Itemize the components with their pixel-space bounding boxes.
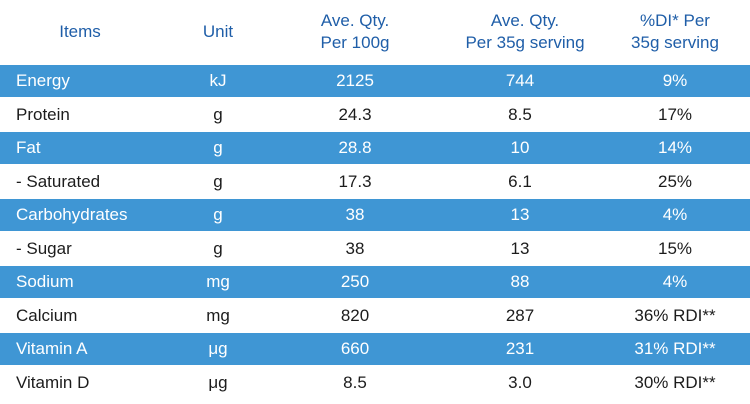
daily-intake-cell: 15% bbox=[657, 238, 693, 258]
per-serving-cell: 231 bbox=[505, 339, 535, 358]
daily-intake-cell: 4% bbox=[662, 205, 688, 224]
unit-cell: g bbox=[213, 171, 223, 191]
per-serving-cell: 8.5 bbox=[508, 104, 532, 124]
daily-intake-cell: 36% RDI** bbox=[634, 305, 716, 325]
item-cell: Sodium bbox=[16, 272, 74, 291]
header-items: Items bbox=[30, 0, 130, 64]
item-cell: Vitamin A bbox=[16, 339, 88, 358]
per-100g-cell: 2125 bbox=[336, 71, 374, 90]
header-per-serving-line2: Per 35g serving bbox=[465, 33, 585, 52]
per-100g-cell: 17.3 bbox=[338, 171, 372, 191]
header-items-label: Items bbox=[59, 22, 101, 41]
item-cell: Calcium bbox=[16, 305, 78, 325]
unit-cell: μg bbox=[208, 339, 228, 358]
daily-intake-cell: 31% RDI** bbox=[634, 339, 716, 358]
item-cell: Protein bbox=[16, 104, 70, 124]
item-cell: - Sugar bbox=[16, 238, 72, 258]
table-row: Sodium mg 250 88 4% bbox=[0, 266, 750, 298]
per-serving-cell: 13 bbox=[510, 205, 530, 224]
header-daily-intake-line1: %DI* Per bbox=[640, 11, 710, 30]
header-daily-intake: %DI* Per 35g serving bbox=[600, 0, 750, 64]
per-100g-cell: 250 bbox=[340, 272, 370, 291]
item-cell: Vitamin D bbox=[16, 372, 90, 392]
unit-cell: mg bbox=[206, 272, 230, 291]
per-100g-cell: 28.8 bbox=[338, 138, 372, 157]
table-row: Vitamin D μg 8.5 3.0 30% RDI** bbox=[0, 367, 750, 399]
daily-intake-cell: 4% bbox=[662, 272, 688, 291]
daily-intake-cell: 25% bbox=[657, 171, 693, 191]
header-per-100g-line2: Per 100g bbox=[320, 33, 390, 52]
unit-cell: g bbox=[213, 138, 223, 157]
table-row: Vitamin A μg 660 231 31% RDI** bbox=[0, 333, 750, 365]
per-100g-cell: 660 bbox=[340, 339, 370, 358]
header-unit: Unit bbox=[168, 0, 268, 64]
per-serving-cell: 13 bbox=[510, 238, 530, 258]
table-row: Calcium mg 820 287 36% RDI** bbox=[0, 300, 750, 332]
per-100g-cell: 38 bbox=[345, 238, 365, 258]
unit-cell: μg bbox=[208, 372, 228, 392]
header-per-100g: Ave. Qty. Per 100g bbox=[290, 0, 420, 64]
table-row: - Saturated g 17.3 6.1 25% bbox=[0, 166, 750, 198]
per-serving-cell: 3.0 bbox=[508, 372, 532, 392]
item-cell: - Saturated bbox=[16, 171, 101, 191]
header-per-serving: Ave. Qty. Per 35g serving bbox=[440, 0, 610, 64]
unit-cell: kJ bbox=[209, 71, 227, 90]
item-cell: Carbohydrates bbox=[16, 205, 128, 224]
unit-cell: mg bbox=[206, 305, 230, 325]
table-row: Energy kJ 2125 744 9% bbox=[0, 65, 750, 97]
item-cell: Energy bbox=[16, 71, 70, 90]
header-unit-label: Unit bbox=[202, 22, 234, 41]
per-serving-cell: 10 bbox=[510, 138, 530, 157]
per-serving-cell: 287 bbox=[505, 305, 535, 325]
per-100g-cell: 820 bbox=[340, 305, 370, 325]
header-daily-intake-line2: 35g serving bbox=[631, 33, 719, 52]
table-row: Carbohydrates g 38 13 4% bbox=[0, 199, 750, 231]
table-row: - Sugar g 38 13 15% bbox=[0, 233, 750, 265]
header-per-serving-line1: Ave. Qty. bbox=[490, 11, 560, 30]
daily-intake-cell: 9% bbox=[662, 71, 688, 90]
unit-cell: g bbox=[213, 238, 223, 258]
header-per-100g-line1: Ave. Qty. bbox=[320, 11, 390, 30]
unit-cell: g bbox=[213, 104, 223, 124]
table-row: Protein g 24.3 8.5 17% bbox=[0, 99, 750, 131]
item-cell: Fat bbox=[16, 138, 41, 157]
per-100g-cell: 38 bbox=[345, 205, 365, 224]
per-100g-cell: 8.5 bbox=[343, 372, 367, 392]
daily-intake-cell: 30% RDI** bbox=[634, 372, 716, 392]
table-header: Items Unit Ave. Qty. Per 100g Ave. Qty. … bbox=[0, 0, 750, 64]
table-row: Fat g 28.8 10 14% bbox=[0, 132, 750, 164]
per-serving-cell: 6.1 bbox=[508, 171, 532, 191]
unit-cell: g bbox=[213, 205, 223, 224]
daily-intake-cell: 17% bbox=[657, 104, 693, 124]
per-100g-cell: 24.3 bbox=[338, 104, 372, 124]
daily-intake-cell: 14% bbox=[657, 138, 693, 157]
per-serving-cell: 744 bbox=[505, 71, 535, 90]
per-serving-cell: 88 bbox=[510, 272, 530, 291]
